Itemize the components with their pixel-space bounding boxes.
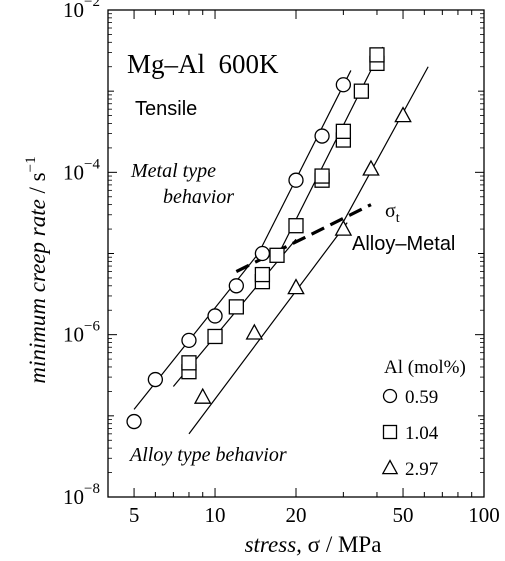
marker-2.97 — [334, 219, 353, 236]
marker-1.04 — [369, 47, 385, 63]
alloy-type-label: Alloy type behavior — [128, 444, 287, 466]
chart-subtitle: Tensile — [135, 98, 197, 120]
fit-line-2.97 — [338, 66, 429, 230]
marker-1.04 — [269, 247, 285, 263]
x-tick-label: 20 — [286, 503, 307, 527]
legend-label-0.59: 0.59 — [405, 387, 438, 408]
y-axis-title-exp: −1 — [23, 156, 39, 172]
marker-0.59 — [335, 77, 352, 93]
x-axis-title-italic: stress, — [245, 532, 302, 557]
marker-0.59 — [181, 332, 197, 349]
legend-marker-1.04 — [382, 424, 398, 440]
legend-title: Al (mol%) — [384, 357, 466, 378]
x-tick-label: 100 — [468, 503, 500, 527]
legend-marker-0.59 — [382, 388, 398, 404]
y-axis-title-unit: / s — [25, 172, 50, 193]
marker-0.59 — [314, 128, 330, 144]
x-axis-title: stress, σ / MPa — [245, 532, 382, 557]
legend-marker-2.97 — [381, 459, 399, 475]
metal-type-label-line1: Metal type — [130, 160, 216, 182]
marker-2.97 — [362, 159, 380, 176]
x-tick-label: 5 — [129, 503, 140, 527]
y-axis-title-italic: minimum creep rate — [25, 199, 50, 383]
x-axis-title-symbol: σ — [308, 532, 321, 557]
y-tick-label-base: 10 — [63, 0, 84, 22]
marker-2.97 — [193, 387, 212, 404]
marker-1.04 — [228, 299, 244, 315]
sigma-t-label: σt — [385, 200, 400, 226]
y-tick-label: 10−6 — [63, 319, 100, 347]
marker-0.59 — [147, 371, 164, 388]
marker-2.97 — [245, 323, 264, 340]
x-axis-title-unit: / MPa — [326, 532, 382, 557]
y-tick-label: 10−8 — [63, 481, 100, 509]
sigma-t-subscript: t — [396, 211, 400, 226]
marker-0.59 — [288, 172, 304, 188]
legend-label-1.04: 1.04 — [405, 423, 439, 444]
marker-1.04 — [207, 328, 223, 345]
y-tick-label-exp: −2 — [84, 0, 100, 10]
y-tick-label-base: 10 — [63, 160, 84, 184]
y-tick-label-base: 10 — [63, 485, 84, 509]
y-tick-label-exp: −6 — [84, 319, 100, 335]
plot-frame — [107, 9, 485, 498]
marker-2.97 — [287, 278, 305, 295]
legend: Al (mol%) 0.59 1.04 2.97 — [381, 357, 466, 480]
legend-items: 0.59 1.04 2.97 — [381, 387, 439, 480]
fit-line-0.59 — [257, 70, 352, 254]
metal-type-label-line2: behavior — [163, 186, 234, 208]
fit-line-2.97 — [188, 222, 348, 435]
marker-1.04 — [335, 123, 352, 139]
marker-1.04 — [254, 266, 271, 283]
marker-1.04 — [181, 355, 197, 371]
marker-1.04 — [314, 168, 330, 184]
marker-0.59 — [126, 413, 142, 430]
marker-1.04 — [353, 83, 370, 99]
y-tick-label: 10−4 — [63, 156, 100, 184]
y-tick-label-exp: −4 — [84, 156, 100, 172]
marker-0.59 — [254, 245, 271, 262]
marker-2.97 — [394, 106, 412, 123]
alloy-metal-label: Alloy–Metal — [352, 233, 455, 255]
data-markers — [126, 47, 412, 430]
y-tick-label-base: 10 — [63, 323, 84, 347]
x-tick-label: 50 — [393, 503, 414, 527]
x-tick-label: 10 — [205, 503, 226, 527]
y-tick-label: 10−2 — [63, 0, 100, 22]
y-tick-label-exp: −8 — [84, 481, 100, 497]
legend-label-2.97: 2.97 — [405, 459, 438, 480]
marker-0.59 — [228, 278, 244, 294]
sigma-t-symbol: σ — [385, 200, 396, 222]
transition-dashed-line — [235, 203, 372, 273]
marker-1.04 — [288, 218, 304, 234]
y-axis-title: minimum creep rate / s−1 — [23, 156, 50, 383]
marker-0.59 — [207, 308, 223, 324]
chart-title: Mg–Al 600K — [127, 49, 279, 79]
